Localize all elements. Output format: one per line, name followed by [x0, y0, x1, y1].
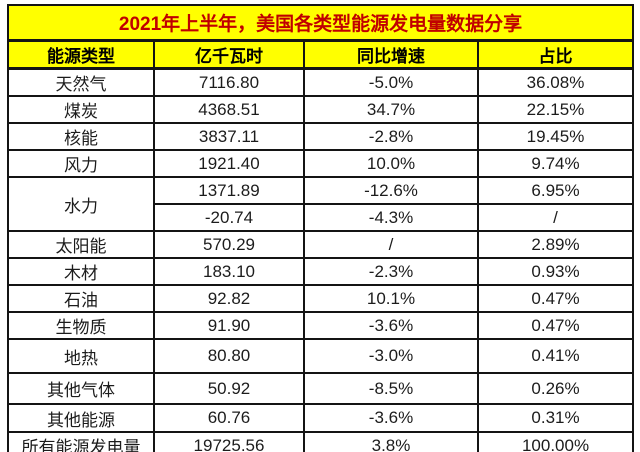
cell-growth: -12.6%: [303, 176, 479, 205]
cell-value: 570.29: [153, 230, 305, 259]
table-row: 风力 1921.40 10.0% 9.74%: [7, 149, 635, 178]
cell-energy-type: 其他气体: [7, 372, 155, 405]
cell-value: 183.10: [153, 257, 305, 286]
cell-value: 1921.40: [153, 149, 305, 178]
cell-value: 80.80: [153, 338, 305, 374]
cell-value: -20.74: [153, 203, 305, 232]
cell-growth: -3.0%: [303, 338, 479, 374]
table-row: 地热 80.80 -3.0% 0.41%: [7, 338, 635, 374]
cell-growth: /: [303, 230, 479, 259]
table-row: -20.74 -4.3% /: [8, 203, 635, 232]
cell-value: 4368.51: [153, 95, 305, 124]
cell-growth: -2.8%: [303, 122, 479, 151]
column-header-share: 占比: [476, 39, 635, 70]
cell-value: 91.90: [153, 311, 305, 340]
cell-energy-type: 所有能源发电量: [7, 431, 155, 452]
cell-share: 2.89%: [476, 230, 635, 259]
page-title: 2021年上半年，美国各类型能源发电量数据分享: [6, 4, 635, 42]
cell-value: 1371.89: [153, 176, 305, 205]
cell-share: 22.15%: [476, 95, 635, 124]
column-header-growth: 同比增速: [303, 39, 479, 70]
table-row: 其他能源 60.76 -3.6% 0.31%: [7, 403, 635, 433]
cell-growth: -3.6%: [303, 311, 479, 340]
cell-energy-type: 地热: [7, 338, 155, 374]
cell-energy-type: 木材: [7, 257, 155, 286]
table-row: 核能 3837.11 -2.8% 19.45%: [7, 122, 635, 151]
cell-energy-type-merged: 水力: [7, 176, 155, 232]
cell-energy-type: 其他能源: [7, 403, 155, 433]
cell-share: 9.74%: [476, 149, 635, 178]
table-total-row: 所有能源发电量 19725.56 3.8% 100.00%: [7, 431, 635, 452]
cell-energy-type: 风力: [7, 149, 155, 178]
table-row: 石油 92.82 10.1% 0.47%: [7, 284, 635, 313]
cell-energy-type: 核能: [7, 122, 155, 151]
cell-growth: -5.0%: [303, 67, 479, 97]
cell-energy-type: 太阳能: [7, 230, 155, 259]
energy-table: 2021年上半年，美国各类型能源发电量数据分享 能源类型 亿千瓦时 同比增速 占…: [6, 4, 635, 452]
column-header-energy-type: 能源类型: [7, 39, 155, 70]
cell-value: 19725.56: [153, 431, 305, 452]
table-row: 生物质 91.90 -3.6% 0.47%: [7, 311, 635, 340]
cell-growth: 10.0%: [303, 149, 479, 178]
cell-value: 60.76: [153, 403, 305, 433]
cell-share: 36.08%: [476, 67, 635, 97]
table-row: 天然气 7116.80 -5.0% 36.08%: [7, 67, 635, 97]
cell-growth: 10.1%: [303, 284, 479, 313]
title-row: 2021年上半年，美国各类型能源发电量数据分享: [6, 4, 635, 42]
table-row: 煤炭 4368.51 34.7% 22.15%: [7, 95, 635, 124]
cell-share: 6.95%: [476, 176, 635, 205]
table-header-row: 能源类型 亿千瓦时 同比增速 占比: [7, 39, 635, 70]
cell-growth: 3.8%: [303, 431, 479, 452]
cell-growth: -2.3%: [303, 257, 479, 286]
column-header-value: 亿千瓦时: [153, 39, 305, 70]
cell-share: 19.45%: [476, 122, 635, 151]
cell-energy-type: 石油: [7, 284, 155, 313]
table-row: 木材 183.10 -2.3% 0.93%: [7, 257, 635, 286]
cell-share: 0.93%: [476, 257, 635, 286]
cell-share: 0.31%: [476, 403, 635, 433]
cell-share: 0.41%: [476, 338, 635, 374]
cell-growth: -8.5%: [303, 372, 479, 405]
cell-share: /: [476, 203, 635, 232]
cell-value: 50.92: [153, 372, 305, 405]
table-row: 太阳能 570.29 / 2.89%: [7, 230, 635, 259]
cell-share: 0.47%: [476, 311, 635, 340]
cell-value: 92.82: [153, 284, 305, 313]
table-row: 水力 1371.89 -12.6% 6.95%: [7, 176, 635, 232]
cell-value: 3837.11: [153, 122, 305, 151]
cell-share: 0.26%: [476, 372, 635, 405]
cell-share: 100.00%: [476, 431, 635, 452]
cell-energy-type: 天然气: [7, 67, 155, 97]
cell-growth: -4.3%: [303, 203, 479, 232]
cell-value: 7116.80: [153, 67, 305, 97]
cell-growth: -3.6%: [303, 403, 479, 433]
cell-energy-type: 生物质: [7, 311, 155, 340]
cell-growth: 34.7%: [303, 95, 479, 124]
cell-energy-type: 煤炭: [7, 95, 155, 124]
cell-share: 0.47%: [476, 284, 635, 313]
table-row: 其他气体 50.92 -8.5% 0.26%: [7, 372, 635, 405]
